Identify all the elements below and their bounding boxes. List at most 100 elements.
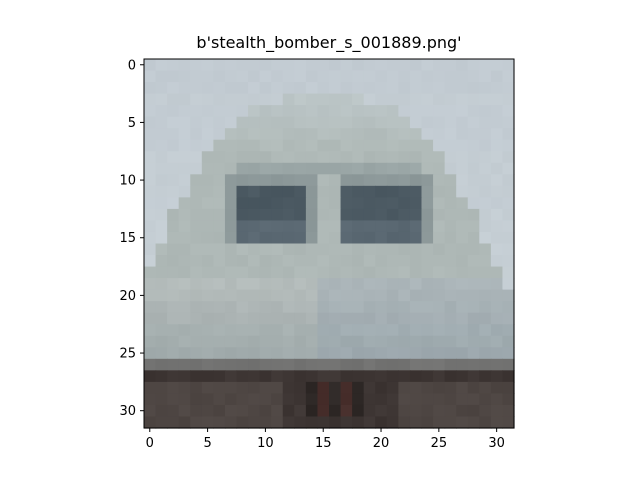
image-pixel [294, 370, 306, 382]
image-pixel [260, 278, 272, 290]
image-pixel [502, 94, 514, 106]
image-pixel [179, 82, 191, 94]
image-pixel [260, 244, 272, 256]
image-pixel [364, 313, 376, 325]
image-pixel [306, 220, 318, 232]
image-pixel [352, 405, 364, 417]
image-pixel [364, 220, 376, 232]
image-pixel [144, 71, 156, 83]
image-pixel [341, 232, 353, 244]
image-pixel [156, 82, 168, 94]
image-pixel [352, 140, 364, 152]
image-pixel [317, 94, 329, 106]
image-pixel [456, 151, 468, 163]
image-pixel [433, 163, 445, 175]
image-pixel [306, 174, 318, 186]
image-pixel [364, 174, 376, 186]
image-pixel [283, 313, 295, 325]
image-pixel [317, 416, 329, 428]
image-pixel [491, 359, 503, 371]
image-pixel [329, 71, 341, 83]
image-pixel [167, 128, 179, 140]
image-pixel [248, 405, 260, 417]
image-pixel [225, 128, 237, 140]
image-pixel [375, 140, 387, 152]
image-pixel [179, 59, 191, 71]
image-pixel [213, 232, 225, 244]
image-pixel [329, 405, 341, 417]
image-pixel [341, 128, 353, 140]
image-pixel [398, 140, 410, 152]
image-pixel [144, 324, 156, 336]
image-pixel [271, 267, 283, 279]
image-pixel [352, 244, 364, 256]
image-pixel [144, 382, 156, 394]
image-pixel [398, 359, 410, 371]
image-pixel [422, 324, 434, 336]
image-pixel [364, 324, 376, 336]
image-pixel [190, 393, 202, 405]
image-pixel [398, 163, 410, 175]
x-tick-label: 25 [431, 436, 448, 451]
image-pixel [156, 71, 168, 83]
image-pixel [213, 255, 225, 267]
image-pixel [329, 416, 341, 428]
image-pixel [271, 416, 283, 428]
image-pixel [248, 244, 260, 256]
image-pixel [248, 140, 260, 152]
image-pixel [144, 140, 156, 152]
image-pixel [213, 209, 225, 221]
image-pixel [491, 416, 503, 428]
image-pixel [294, 382, 306, 394]
image-pixel [317, 220, 329, 232]
image-pixel [352, 347, 364, 359]
image-pixel [410, 117, 422, 129]
image-pixel [479, 209, 491, 221]
image-pixel [202, 267, 214, 279]
x-tick-label: 10 [257, 436, 274, 451]
image-pixel [456, 105, 468, 117]
image-pixel [329, 336, 341, 348]
image-pixel [502, 151, 514, 163]
image-pixel [387, 82, 399, 94]
image-pixel [468, 117, 480, 129]
image-pixel [237, 174, 249, 186]
image-pixel [190, 163, 202, 175]
image-pixel [179, 347, 191, 359]
image-pixel [341, 290, 353, 302]
image-pixel [283, 151, 295, 163]
image-pixel [225, 105, 237, 117]
image-pixel [237, 313, 249, 325]
image-pixel [352, 255, 364, 267]
image-pixel [456, 416, 468, 428]
image-pixel [225, 151, 237, 163]
image-pixel [433, 151, 445, 163]
image-pixel [294, 163, 306, 175]
image-pixel [294, 140, 306, 152]
image-pixel [387, 117, 399, 129]
image-pixel [283, 267, 295, 279]
image-pixel [283, 82, 295, 94]
image-pixel [375, 313, 387, 325]
image-pixel [433, 255, 445, 267]
image-pixel [410, 416, 422, 428]
image-pixel [202, 128, 214, 140]
image-pixel [237, 232, 249, 244]
image-pixel [341, 393, 353, 405]
image-pixel [156, 232, 168, 244]
image-pixel [410, 301, 422, 313]
image-pixel [410, 163, 422, 175]
image-pixel [179, 393, 191, 405]
image-pixel [271, 290, 283, 302]
image-pixel [422, 290, 434, 302]
image-pixel [248, 117, 260, 129]
image-pixel [375, 232, 387, 244]
image-pixel [341, 244, 353, 256]
image-pixel [329, 174, 341, 186]
image-pixel [156, 59, 168, 71]
image-pixel [445, 313, 457, 325]
image-pixel [352, 324, 364, 336]
image-pixel [352, 301, 364, 313]
image-pixel [306, 359, 318, 371]
image-pixel [237, 197, 249, 209]
